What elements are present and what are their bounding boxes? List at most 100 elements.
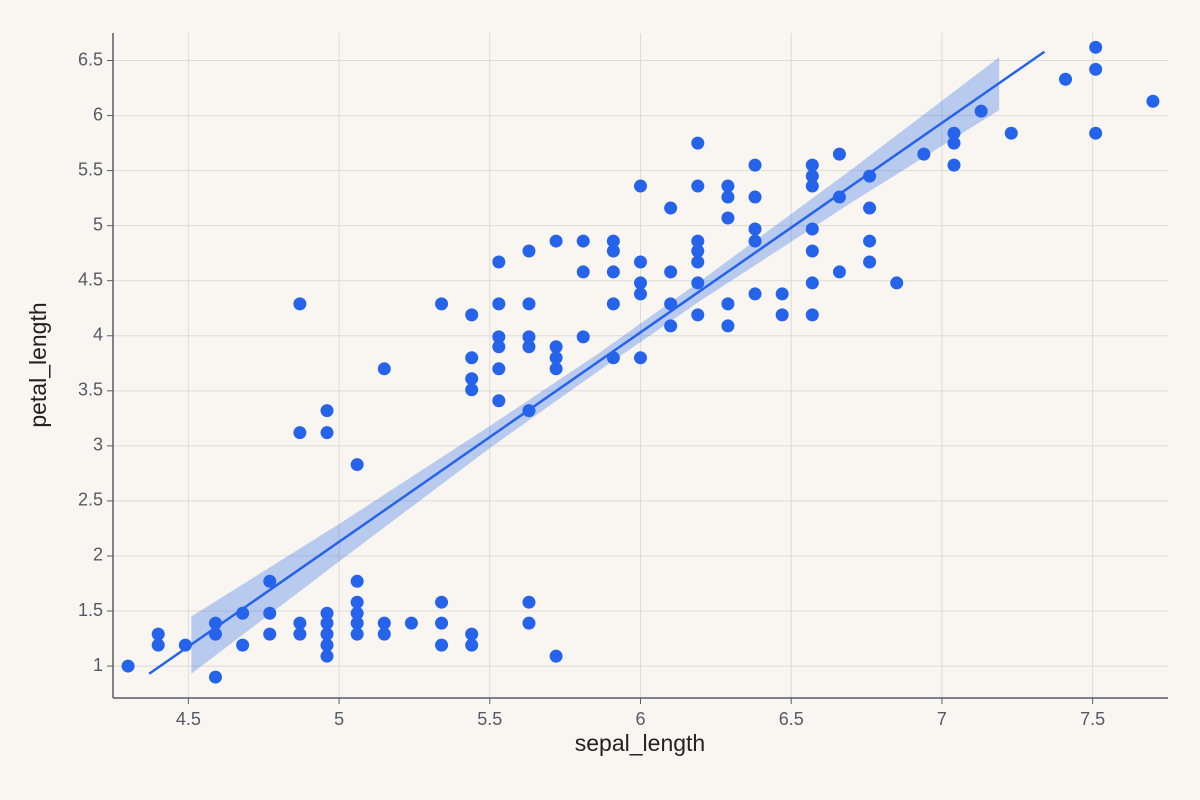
point <box>320 426 334 440</box>
point <box>492 362 506 376</box>
point <box>121 659 135 673</box>
point <box>691 255 705 269</box>
point <box>178 638 192 652</box>
point <box>293 297 307 311</box>
point <box>377 627 391 641</box>
point <box>293 426 307 440</box>
point <box>492 330 506 344</box>
point <box>721 211 735 225</box>
point <box>974 104 988 118</box>
point <box>549 340 563 354</box>
y-tick-label: 2 <box>93 545 103 565</box>
point <box>1089 126 1103 140</box>
point <box>863 201 877 215</box>
point <box>832 190 846 204</box>
point <box>1059 72 1073 86</box>
point <box>1089 40 1103 54</box>
point <box>947 158 961 172</box>
point <box>748 234 762 248</box>
point <box>263 627 277 641</box>
point <box>606 351 620 365</box>
point <box>435 595 449 609</box>
point <box>634 351 647 365</box>
point <box>721 319 735 333</box>
point <box>1089 62 1103 76</box>
point <box>522 340 536 354</box>
point <box>320 627 334 641</box>
point <box>522 404 536 418</box>
point <box>664 319 678 333</box>
y-tick-label: 4 <box>93 325 103 345</box>
point <box>691 234 705 248</box>
y-tick-label: 2.5 <box>78 490 103 510</box>
point <box>634 255 647 269</box>
y-tick-label: 6 <box>93 104 103 124</box>
point <box>691 136 705 150</box>
x-tick-label: 7 <box>937 709 947 729</box>
point <box>947 126 961 140</box>
point <box>492 394 506 408</box>
x-tick-label: 6 <box>635 709 645 729</box>
y-tick-label: 6.5 <box>78 49 103 69</box>
point <box>293 627 307 641</box>
point <box>263 574 277 588</box>
point <box>549 362 563 376</box>
point <box>863 169 877 183</box>
point <box>664 201 678 215</box>
point <box>492 340 506 354</box>
point <box>350 627 364 641</box>
x-axis-title: sepal_length <box>575 730 705 756</box>
point <box>805 276 819 290</box>
point <box>634 179 647 193</box>
point <box>151 638 165 652</box>
point <box>293 616 307 630</box>
point <box>606 297 620 311</box>
point <box>863 234 877 248</box>
point <box>917 147 931 161</box>
point <box>721 190 735 204</box>
point <box>863 255 877 269</box>
point <box>634 276 647 290</box>
y-tick-label: 4.5 <box>78 269 103 289</box>
point <box>805 179 819 193</box>
point <box>522 297 536 311</box>
point <box>805 169 819 183</box>
point <box>664 265 678 279</box>
point <box>775 287 789 301</box>
point <box>263 606 277 620</box>
x-tick-label: 4.5 <box>176 709 201 729</box>
point <box>1146 94 1160 108</box>
point <box>634 287 647 301</box>
point <box>320 404 334 418</box>
point <box>208 616 222 630</box>
point <box>947 136 961 150</box>
x-tick-label: 5 <box>334 709 344 729</box>
x-tick-label: 5.5 <box>477 709 502 729</box>
point <box>465 308 479 322</box>
point <box>748 190 762 204</box>
point <box>465 383 479 397</box>
y-tick-label: 1 <box>93 655 103 675</box>
point <box>805 158 819 172</box>
y-tick-label: 5 <box>93 214 103 234</box>
point <box>320 606 334 620</box>
point <box>775 308 789 322</box>
point <box>435 616 449 630</box>
point <box>606 265 620 279</box>
point <box>805 308 819 322</box>
point <box>465 372 479 386</box>
point <box>350 606 364 620</box>
point <box>522 595 536 609</box>
point <box>1004 126 1018 140</box>
point <box>721 297 735 311</box>
point <box>492 297 506 311</box>
point <box>404 616 418 630</box>
point <box>522 244 536 258</box>
y-axis-title: petal_length <box>25 302 51 427</box>
point <box>691 244 705 258</box>
point <box>350 458 364 472</box>
point <box>721 179 735 193</box>
point <box>236 606 250 620</box>
y-tick-label: 3.5 <box>78 380 103 400</box>
point <box>465 638 479 652</box>
